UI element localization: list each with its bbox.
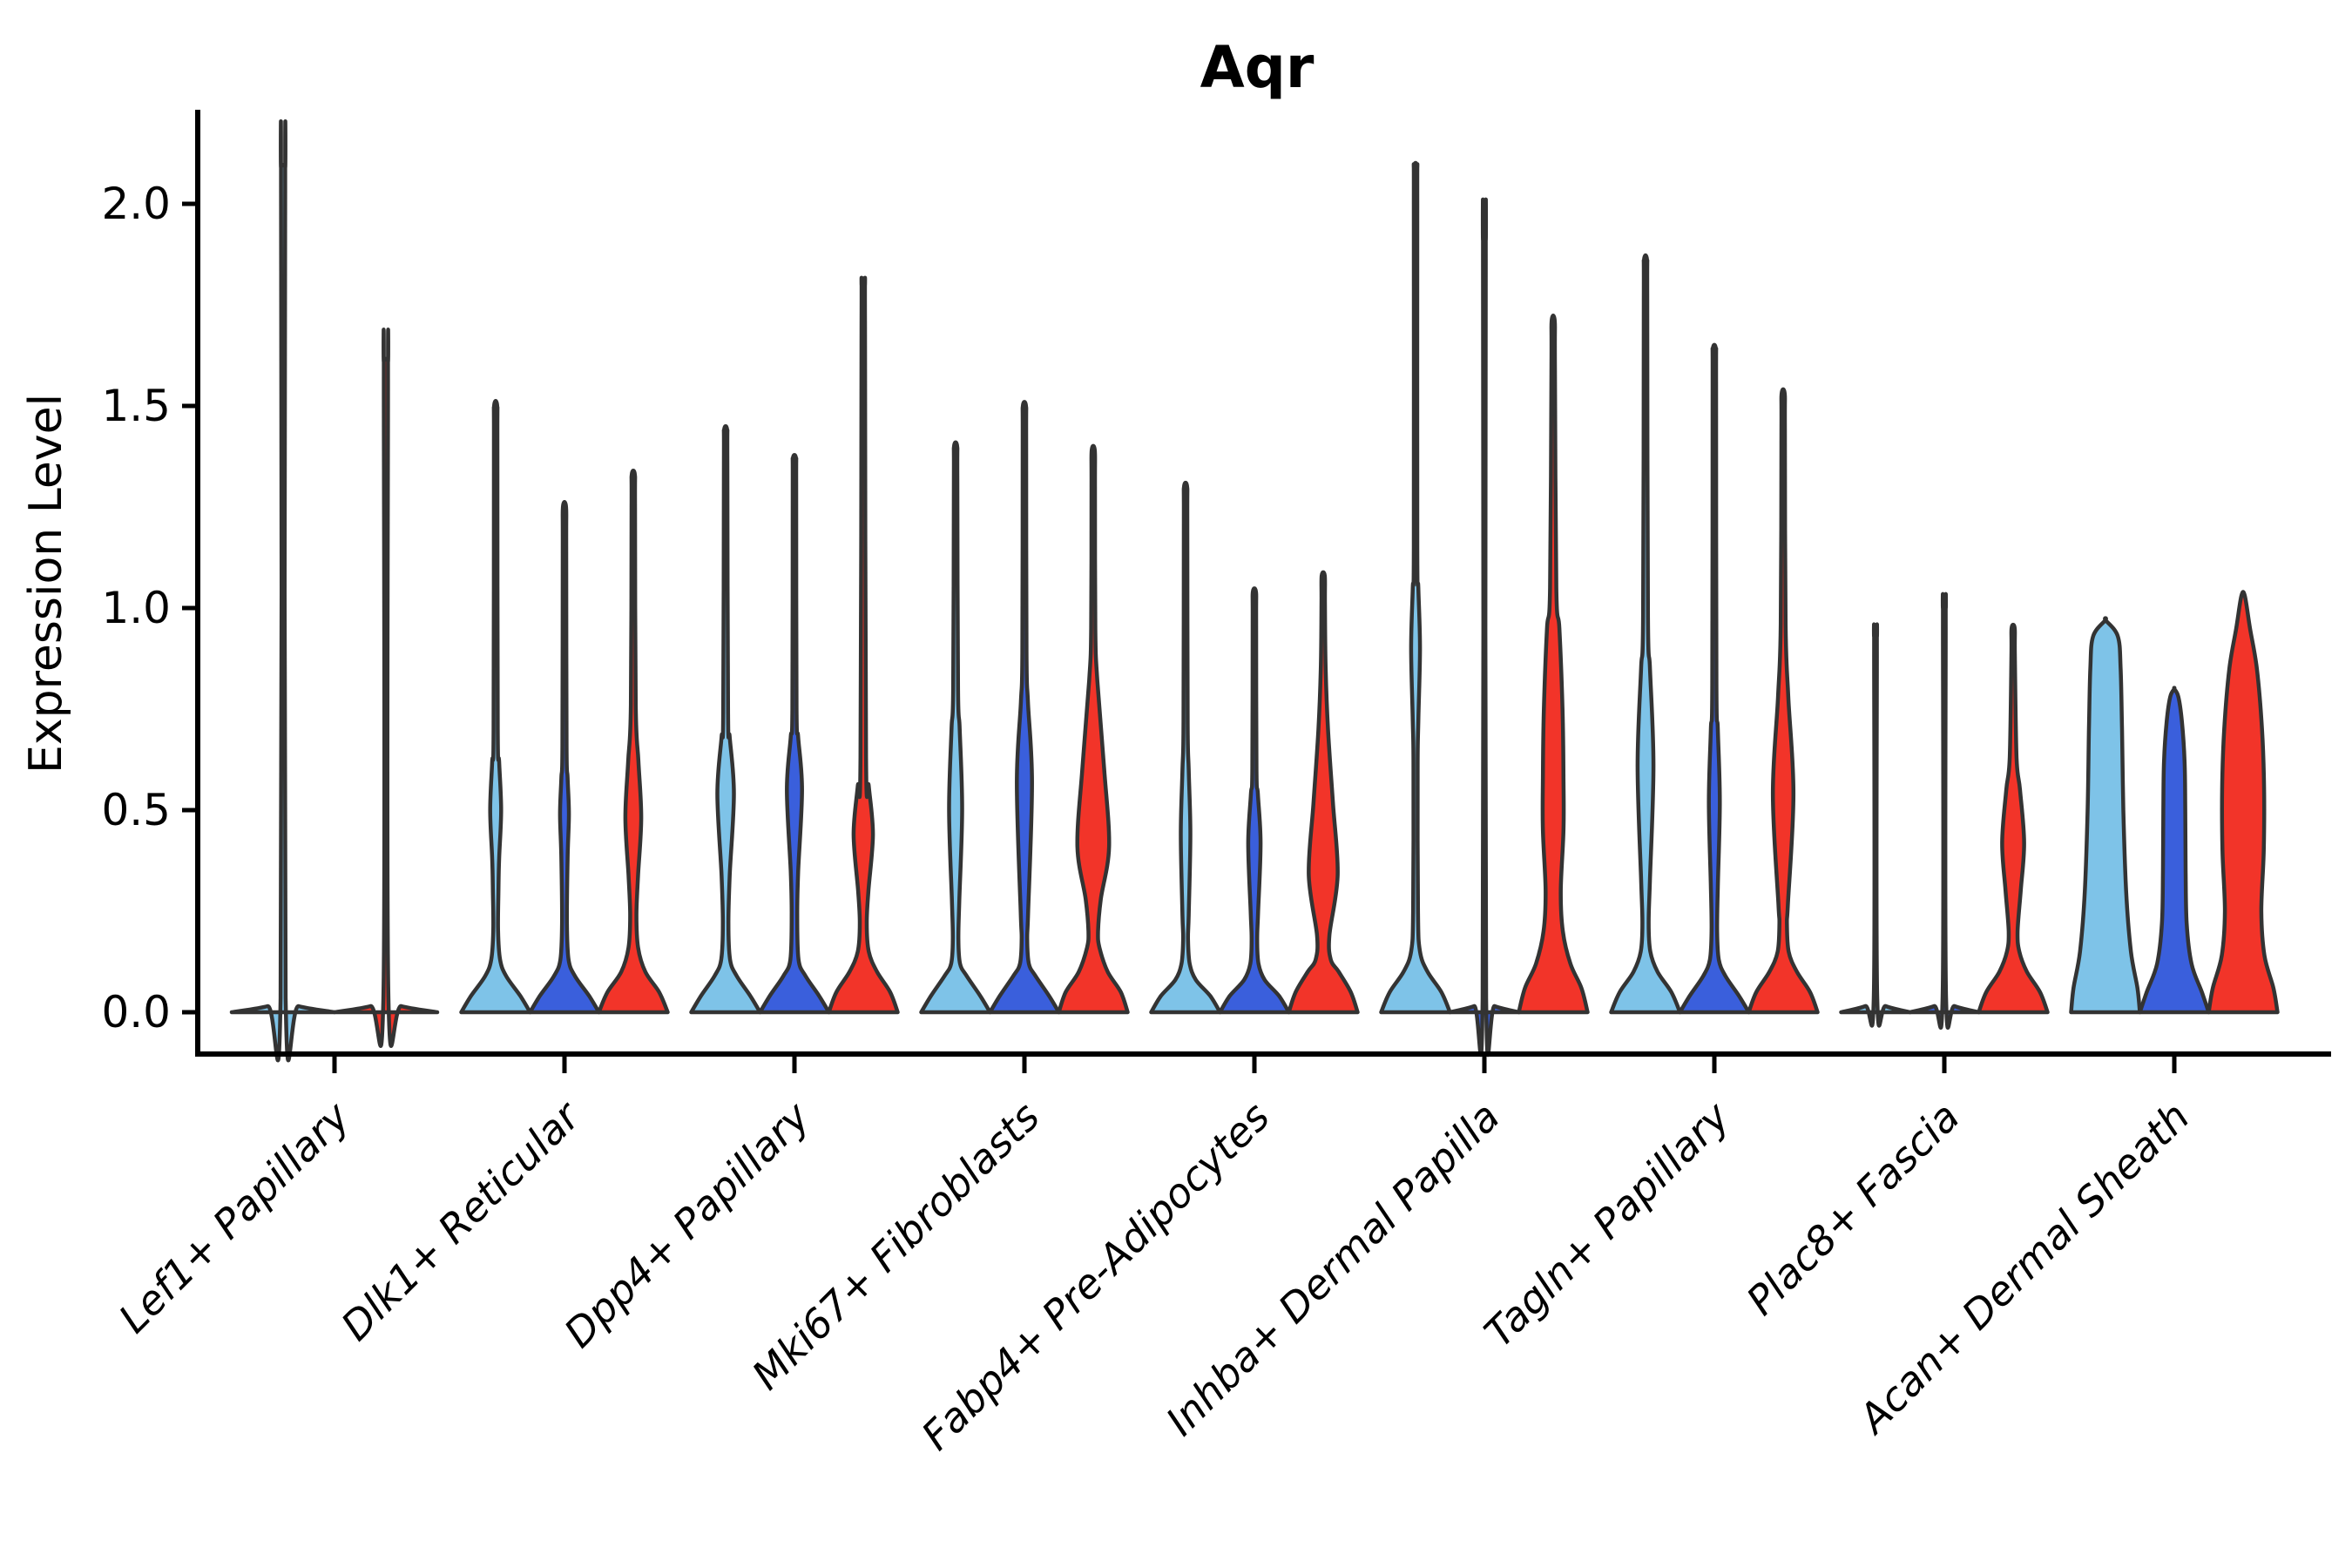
violin-dpp4-papillary-red bbox=[827, 275, 900, 1015]
violin-fabp4-pre-adipocytes-blue bbox=[1218, 586, 1291, 1015]
violin-acan-dermal-sheath-blue bbox=[2138, 686, 2211, 1015]
y-tick-label: 0.5 bbox=[101, 785, 171, 835]
violins-layer bbox=[229, 119, 2280, 1063]
x-tick-label-plac8-fascia: Plac8+ Fascia bbox=[1737, 1093, 1968, 1324]
violin-mki67-fibroblasts-red bbox=[1057, 443, 1130, 1015]
violin-mki67-fibroblasts-light-blue bbox=[919, 440, 992, 1015]
y-axis-label: Expression Level bbox=[20, 394, 72, 774]
violin-plac8-fascia-red bbox=[1977, 622, 2050, 1015]
violin-lef1-papillary-light-blue bbox=[229, 119, 337, 1063]
violin-lef1-papillary-red bbox=[332, 328, 440, 1048]
plot-title: Aqr bbox=[1200, 34, 1315, 101]
violin-fabp4-pre-adipocytes-red bbox=[1287, 570, 1360, 1015]
violin-dlk1-reticular-red bbox=[597, 469, 670, 1015]
y-tick-label: 0.0 bbox=[101, 987, 171, 1037]
violin-plac8-fascia-blue bbox=[1908, 591, 1981, 1030]
violin-inhba-dermal-papilla-red bbox=[1517, 313, 1590, 1015]
violin-dpp4-papillary-light-blue bbox=[689, 423, 762, 1015]
violin-dpp4-papillary-blue bbox=[758, 453, 831, 1015]
violin-acan-dermal-sheath-red bbox=[2207, 590, 2280, 1015]
violin-mki67-fibroblasts-blue bbox=[988, 400, 1061, 1015]
x-tick-label-tagln-papillary: Tagln+ Papillary bbox=[1475, 1092, 1739, 1356]
x-tick-label-dpp4-papillary: Dpp4+ Papillary bbox=[555, 1092, 819, 1356]
x-tick-label-lef1-papillary: Lef1+ Papillary bbox=[110, 1092, 359, 1342]
violin-acan-dermal-sheath-light-blue bbox=[2069, 616, 2142, 1015]
violin-tagln-papillary-red bbox=[1747, 387, 1820, 1015]
violin-inhba-dermal-papilla-light-blue bbox=[1379, 160, 1452, 1015]
y-tick-label: 1.0 bbox=[101, 583, 171, 633]
violin-dlk1-reticular-blue bbox=[528, 499, 601, 1015]
violin-inhba-dermal-papilla-blue bbox=[1448, 197, 1521, 1058]
violin-fabp4-pre-adipocytes-light-blue bbox=[1149, 480, 1222, 1015]
violin-tagln-papillary-blue bbox=[1678, 342, 1751, 1015]
x-tick-label-dlk1-reticular: Dlk1+ Reticular bbox=[332, 1091, 591, 1349]
violin-dlk1-reticular-light-blue bbox=[459, 398, 532, 1015]
y-tick-label: 2.0 bbox=[101, 179, 171, 229]
violin-tagln-papillary-light-blue bbox=[1609, 253, 1682, 1015]
y-axis-ticks: 0.0 0.5 1.0 1.5 2.0 bbox=[101, 179, 198, 1037]
y-tick-label: 1.5 bbox=[101, 381, 171, 431]
violin-plac8-fascia-light-blue bbox=[1839, 622, 1912, 1028]
